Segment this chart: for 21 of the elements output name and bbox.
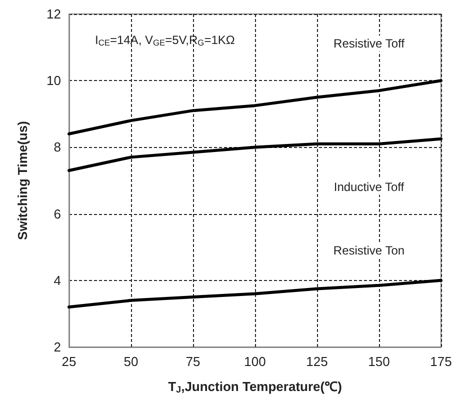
y-axis-title: Switching Time(us): [15, 121, 30, 240]
text: Inductive Toff: [334, 180, 405, 194]
x-tick-label: 50: [124, 354, 138, 369]
line-series: [68, 79, 442, 136]
y-tick-label: 8: [54, 140, 61, 155]
y-tick-label: 2: [54, 340, 61, 354]
x-tick-label: 150: [368, 354, 390, 369]
y-tick-label: 6: [54, 206, 61, 222]
line-series: [68, 278, 442, 309]
y-tick-label: 10: [46, 73, 61, 88]
x-tick-label: 100: [244, 354, 266, 369]
text: Resistive Toff: [334, 36, 406, 51]
x-axis-title: TJ,Junction Temperature(℃): [168, 378, 342, 394]
y-tick-label: 12: [46, 6, 61, 22]
x-tick-label: 25: [62, 354, 76, 369]
x-tick-label: 75: [186, 354, 200, 369]
x-tick-label: 175: [430, 354, 452, 369]
text: Resistive Ton: [333, 243, 405, 258]
line-series: [68, 137, 442, 172]
x-tick-label: 125: [306, 354, 328, 369]
y-tick-label: 4: [54, 272, 61, 288]
